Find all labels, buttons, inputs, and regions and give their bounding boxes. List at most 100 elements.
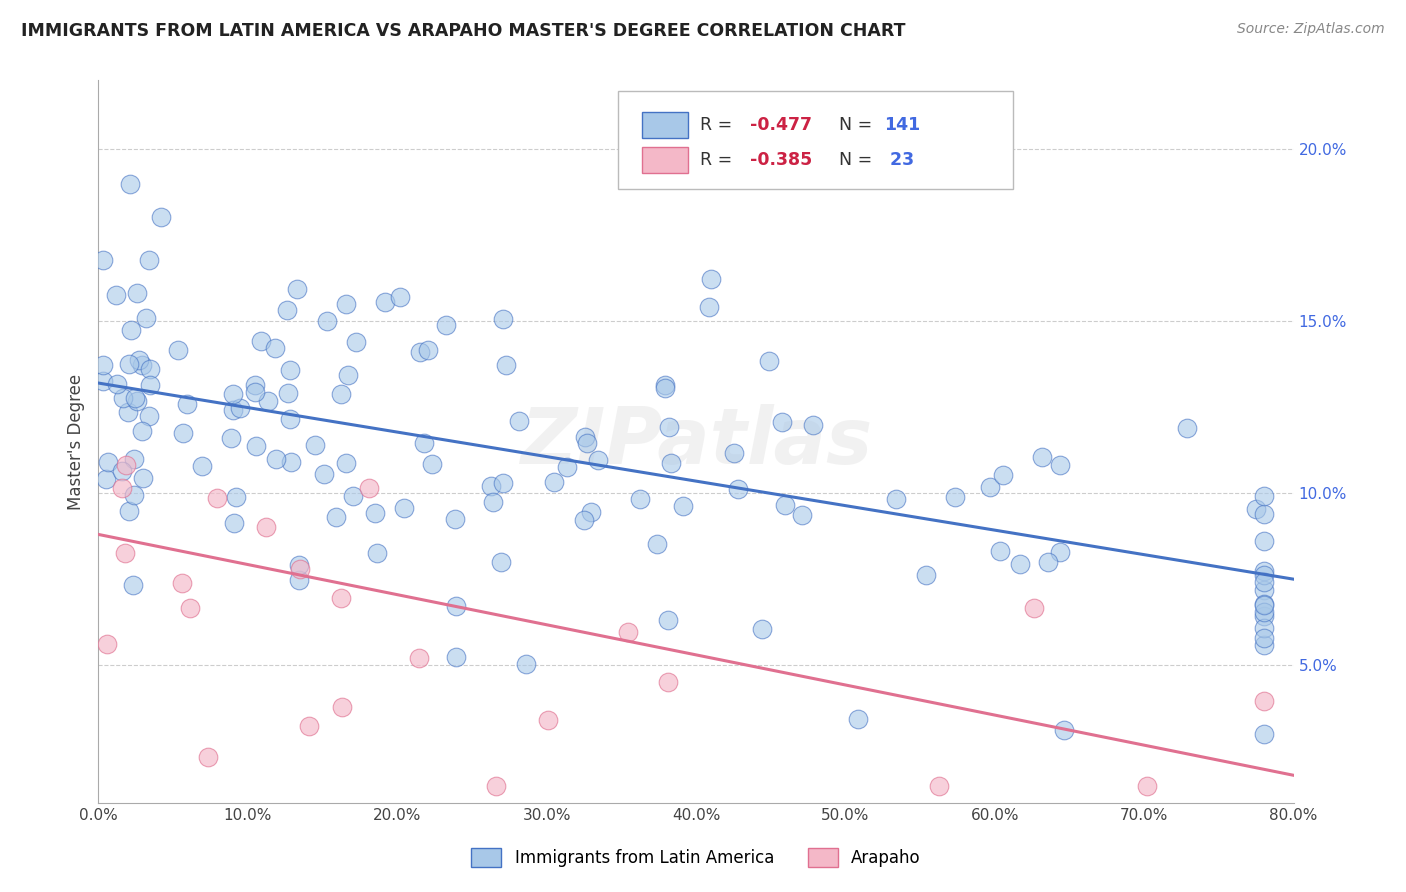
Point [197, 749, 219, 764]
Point [1008, 557, 1031, 571]
Point [1253, 599, 1275, 613]
Point [1253, 583, 1275, 598]
Point [394, 501, 416, 516]
Point [790, 508, 813, 522]
Point [222, 516, 245, 530]
Point [575, 435, 598, 450]
Point [1253, 639, 1275, 653]
Point [751, 623, 773, 637]
Point [1253, 489, 1275, 503]
Text: Source: ZipAtlas.com: Source: ZipAtlas.com [1237, 22, 1385, 37]
Point [316, 314, 339, 328]
Point [366, 546, 388, 560]
Point [444, 650, 467, 665]
Point [1253, 564, 1275, 578]
Point [1253, 609, 1275, 624]
Point [657, 674, 679, 689]
Point [699, 272, 721, 286]
Point [1253, 533, 1275, 548]
Point [489, 555, 512, 569]
Point [97, 455, 120, 469]
Point [330, 387, 353, 401]
Point [574, 430, 596, 444]
Point [408, 651, 430, 665]
Point [139, 377, 162, 392]
Point [543, 475, 565, 489]
Point [446, 599, 468, 614]
Point [138, 362, 160, 376]
Text: 141: 141 [883, 116, 920, 134]
Point [1253, 605, 1275, 619]
Point [482, 494, 505, 508]
Point [276, 303, 298, 318]
Point [884, 492, 907, 507]
Point [105, 288, 128, 302]
Point [1253, 598, 1275, 612]
Point [727, 482, 749, 496]
Point [1253, 727, 1275, 741]
Point [225, 490, 247, 504]
Point [1049, 458, 1071, 472]
Point [222, 387, 245, 401]
Point [167, 343, 190, 357]
Point [288, 558, 311, 572]
Point [647, 537, 669, 551]
Point [1253, 694, 1275, 708]
Point [263, 341, 285, 355]
Point [298, 718, 321, 732]
Point [122, 487, 145, 501]
Point [657, 613, 679, 627]
Point [124, 391, 146, 405]
Point [537, 713, 560, 727]
Text: R =: R = [700, 116, 737, 134]
Point [120, 322, 142, 336]
Point [479, 479, 502, 493]
Point [616, 625, 638, 640]
Point [508, 414, 530, 428]
Point [1022, 600, 1045, 615]
Point [659, 456, 682, 470]
Text: -0.477: -0.477 [749, 116, 811, 134]
Point [579, 505, 602, 519]
Point [1244, 502, 1267, 516]
Point [434, 318, 457, 333]
Point [91, 252, 114, 267]
Point [572, 513, 595, 527]
Point [243, 377, 266, 392]
Point [207, 491, 229, 506]
Point [758, 353, 780, 368]
Point [93, 358, 115, 372]
Point [278, 411, 301, 425]
Point [412, 436, 434, 450]
Point [1253, 621, 1275, 635]
Point [245, 439, 267, 453]
Point [219, 431, 242, 445]
Point [190, 459, 212, 474]
Point [138, 409, 160, 424]
Text: R =: R = [700, 151, 737, 169]
Point [848, 712, 870, 726]
Point [1053, 723, 1076, 737]
Point [915, 568, 938, 582]
Point [723, 446, 745, 460]
Point [389, 289, 412, 303]
Point [420, 458, 443, 472]
Text: IMMIGRANTS FROM LATIN AMERICA VS ARAPAHO MASTER'S DEGREE CORRELATION CHART: IMMIGRANTS FROM LATIN AMERICA VS ARAPAHO… [21, 22, 905, 40]
Point [131, 358, 153, 372]
FancyBboxPatch shape [643, 147, 688, 173]
Point [672, 500, 695, 514]
Point [492, 312, 515, 326]
Point [325, 509, 347, 524]
Point [1049, 545, 1071, 559]
Point [115, 458, 138, 472]
Point [122, 578, 145, 592]
Point [288, 574, 311, 588]
Point [150, 210, 173, 224]
Point [364, 507, 387, 521]
Point [118, 504, 141, 518]
Point [1177, 421, 1199, 435]
Point [1135, 779, 1157, 793]
Point [127, 394, 149, 409]
Text: -0.385: -0.385 [749, 151, 813, 169]
Text: N =: N = [839, 151, 879, 169]
